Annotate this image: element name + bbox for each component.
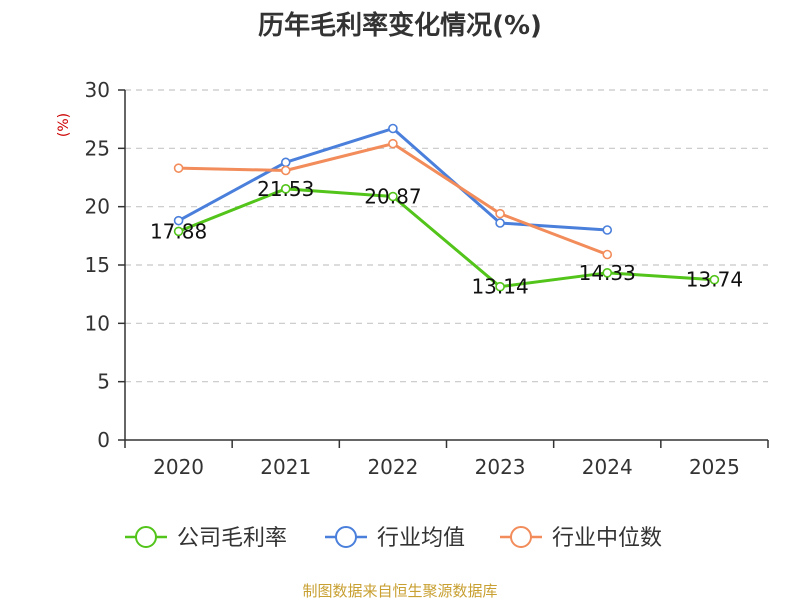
y-tick-label-20: 20 <box>85 195 110 219</box>
data-point-0-5 <box>709 274 720 285</box>
series-group <box>173 123 720 292</box>
data-point-2-2 <box>388 138 398 149</box>
legend-label-0: 公司毛利率 <box>177 526 287 551</box>
y-tick-label-25: 25 <box>85 136 110 160</box>
y-tick-label-0: 0 <box>97 428 110 452</box>
series-1 <box>173 123 613 235</box>
data-label-1: 21.53 <box>257 177 314 201</box>
x-tick-label-2021: 2021 <box>260 455 311 479</box>
data-label-3: 13.14 <box>471 275 528 299</box>
data-point-0-0 <box>173 226 184 237</box>
legend-label-2: 行业中位数 <box>552 526 662 551</box>
data-point-2-0 <box>173 163 184 173</box>
data-point-1-1 <box>280 157 291 168</box>
data-label-2: 20.87 <box>364 185 421 209</box>
data-point-2-1 <box>280 165 291 176</box>
x-tick-label-2022: 2022 <box>367 455 418 479</box>
data-label-4: 14.33 <box>579 261 636 285</box>
y-axis-unit-label: (%) <box>56 113 72 137</box>
y-tick-label-30: 30 <box>85 78 110 102</box>
series-line-0 <box>178 187 715 289</box>
data-point-0-2 <box>388 191 398 202</box>
series-2 <box>173 138 613 260</box>
data-label-0: 17.88 <box>150 219 207 243</box>
data-point-1-4 <box>602 225 613 235</box>
data-point-2-4 <box>602 249 613 260</box>
x-tick-label-2020: 2020 <box>153 455 204 479</box>
x-tick-label-2024: 2024 <box>582 455 633 479</box>
data-point-1-2 <box>388 123 398 134</box>
legend-item-0[interactable]: 公司毛利率 <box>125 526 287 551</box>
data-point-0-4 <box>602 268 613 278</box>
x-tick-label-2025: 2025 <box>689 455 740 479</box>
y-tick-label-15: 15 <box>85 253 110 277</box>
data-point-0-3 <box>495 281 505 292</box>
series-0 <box>173 184 720 292</box>
data-source-note: 制图数据来自恒生聚源数据库 <box>302 582 497 600</box>
legend-marker-0 <box>135 526 157 548</box>
data-labels: 17.88 21.53 20.87 13.14 14.33 13.74 <box>150 177 743 299</box>
legend-item-2[interactable]: 行业中位数 <box>500 526 662 551</box>
chart-title: 历年毛利率变化情况(%) <box>258 10 542 41</box>
legend-marker-1 <box>335 526 357 548</box>
y-tick-label-5: 5 <box>97 370 110 394</box>
data-point-1-3 <box>495 218 505 228</box>
data-point-1-0 <box>173 215 184 226</box>
legend-item-1[interactable]: 行业均值 <box>325 526 465 551</box>
data-point-0-1 <box>280 184 291 194</box>
x-tick-label-2023: 2023 <box>475 455 526 479</box>
grid-lines <box>125 89 768 383</box>
legend-label-1: 行业均值 <box>377 526 465 551</box>
y-tick-label-10: 10 <box>85 311 110 335</box>
legend: 公司毛利率 行业均值 行业中位数 <box>125 526 662 551</box>
data-label-5: 13.74 <box>686 268 743 292</box>
legend-marker-2 <box>510 526 532 548</box>
data-point-2-3 <box>495 208 505 219</box>
